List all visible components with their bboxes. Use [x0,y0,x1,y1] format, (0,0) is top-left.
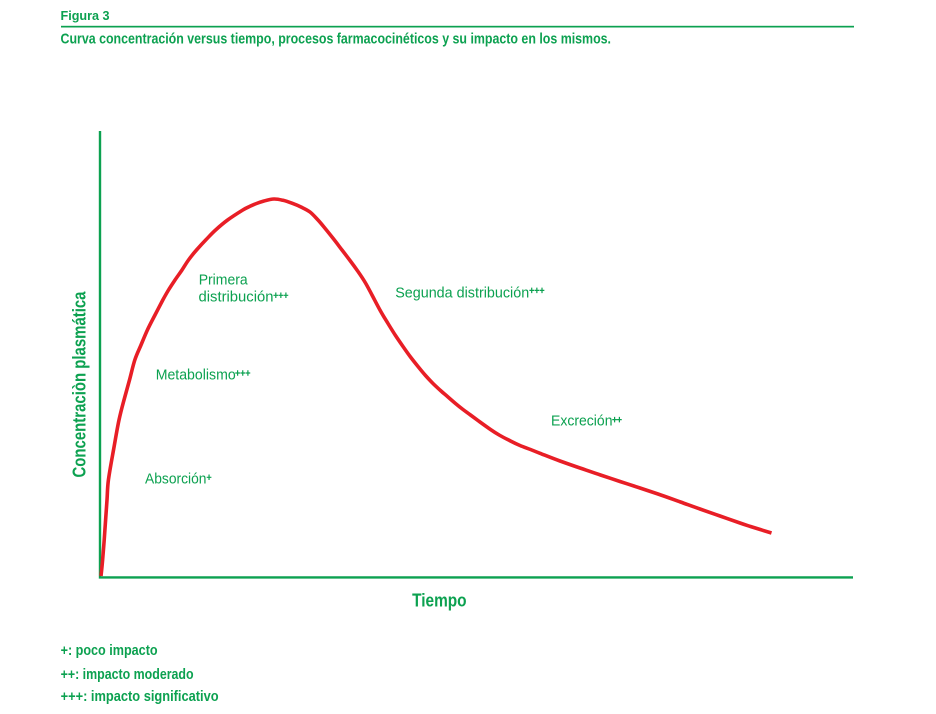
svg-text:++: impacto moderado: ++: impacto moderado [61,667,194,683]
svg-text:Excreción: Excreción [551,413,613,429]
svg-text:Concentraciòn plasmática: Concentraciòn plasmática [68,291,89,478]
svg-text:Figura 3: Figura 3 [61,9,110,23]
svg-text:Metabolismo: Metabolismo [156,367,236,383]
svg-text:+: poco impacto: +: poco impacto [61,643,158,659]
svg-text:Curva concentración versus tie: Curva concentración versus tiempo, proce… [61,30,612,47]
svg-text:Absorción: Absorción [145,471,207,487]
svg-text:Segunda distribución: Segunda distribución [395,285,529,301]
svg-text:+++: impacto significativo: +++: impacto significativo [61,689,219,705]
svg-text:distribución: distribución [199,289,274,305]
svg-text:Tiempo: Tiempo [412,590,467,611]
svg-text:Primera: Primera [199,273,249,289]
